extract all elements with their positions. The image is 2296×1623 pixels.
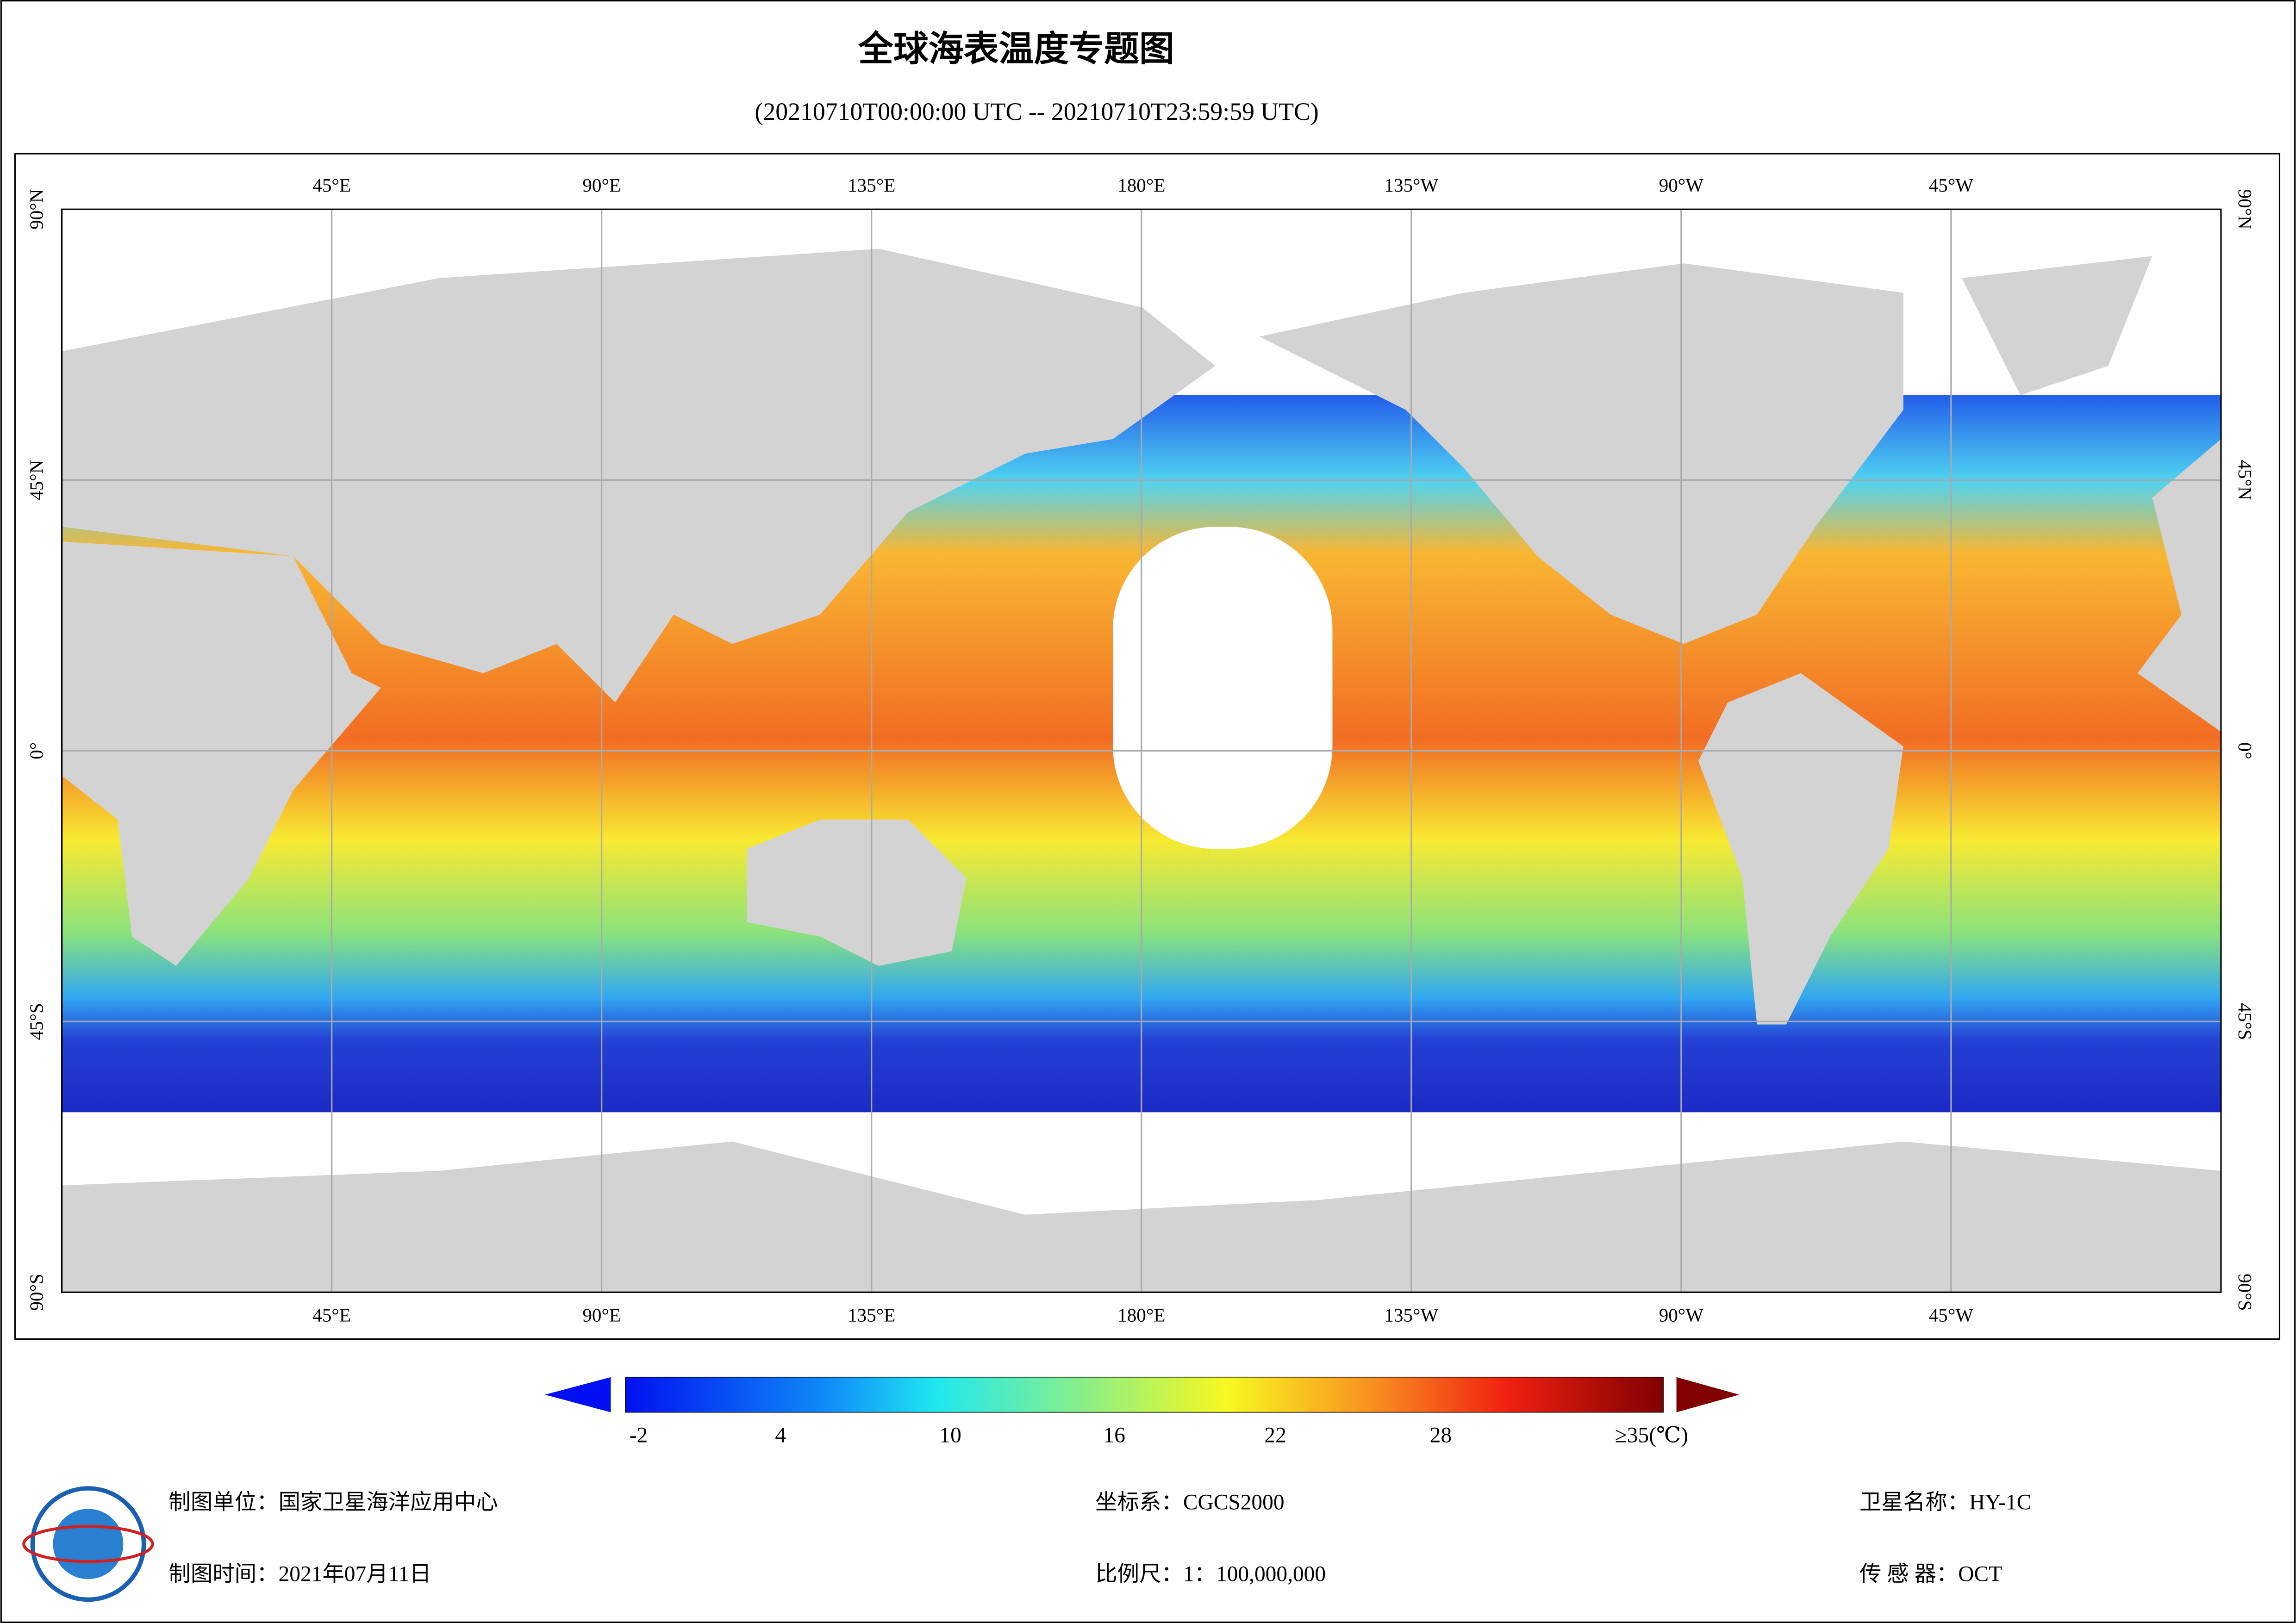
lon-label-bottom: 45°E — [312, 1305, 351, 1326]
footer-info: 卫星名称：HY-1C — [1859, 1491, 2031, 1515]
footer-info: 制图时间：2021年07月11日 — [168, 1562, 431, 1586]
west-africa — [2137, 439, 2221, 732]
colorbar-label: -2 — [630, 1423, 648, 1447]
australia — [747, 819, 967, 966]
lat-label-left: 45°N — [25, 460, 47, 500]
lon-label-bottom: 90°W — [1659, 1305, 1704, 1326]
logo-globe — [53, 1509, 124, 1579]
footer-info: 传 感 器：OCT — [1859, 1562, 2002, 1586]
map-border — [61, 208, 2222, 1293]
colorbar-low-arrow — [545, 1377, 611, 1412]
north-america — [1259, 263, 1903, 644]
colorbar-label: 10 — [939, 1423, 961, 1447]
subtitle: (20210710T00:00:00 UTC -- 20210710T23:59… — [755, 98, 1319, 125]
lat-label-left: 45°S — [25, 1003, 47, 1040]
cloud-gap — [1113, 527, 1333, 849]
lon-label-bottom: 180°E — [1117, 1305, 1165, 1326]
lat-label-right: 45°S — [2234, 1003, 2256, 1040]
lon-label-top: 90°W — [1659, 174, 1704, 196]
colorbar — [625, 1376, 1664, 1413]
lon-label-top: 45°W — [1929, 174, 1974, 196]
lat-label-left: 0° — [25, 742, 47, 759]
logo-orbit — [22, 1525, 154, 1563]
lon-label-top: 135°E — [848, 174, 895, 196]
lat-label-right: 90°S — [2234, 1274, 2256, 1311]
map-area — [62, 209, 2221, 1293]
lat-label-left: 90°S — [25, 1274, 47, 1311]
africa — [62, 541, 381, 966]
colorbar-label: 4 — [775, 1423, 786, 1447]
colorbar-label: 22 — [1264, 1423, 1286, 1447]
colorbar-label: ≥35(℃) — [1615, 1423, 1688, 1447]
lat-label-right: 45°N — [2234, 460, 2256, 500]
lon-label-top: 45°E — [312, 174, 351, 196]
lon-label-bottom: 45°W — [1929, 1305, 1974, 1326]
lon-label-bottom: 90°E — [582, 1305, 621, 1326]
map-frame — [14, 153, 2281, 1340]
footer-info: 坐标系：CGCS2000 — [1095, 1491, 1284, 1515]
footer-info: 比例尺：1：100,000,000 — [1095, 1562, 1326, 1586]
lon-label-top: 135°W — [1384, 174, 1438, 196]
footer-info: 制图单位：国家卫星海洋应用中心 — [168, 1491, 498, 1515]
lat-label-right: 0° — [2234, 742, 2256, 759]
graticule — [62, 209, 2221, 1293]
lon-label-bottom: 135°E — [848, 1305, 895, 1326]
greenland — [1962, 256, 2152, 395]
logo — [22, 1486, 154, 1602]
colorbar-high-arrow — [1676, 1377, 1740, 1412]
lon-label-bottom: 135°W — [1384, 1305, 1438, 1326]
lon-label-top: 180°E — [1117, 174, 1165, 196]
lat-label-right: 90°N — [2234, 189, 2256, 230]
colorbar-label: 28 — [1430, 1423, 1452, 1447]
colorbar-label: 16 — [1104, 1423, 1125, 1447]
eurasia — [62, 249, 1216, 703]
lat-label-left: 90°N — [25, 189, 47, 230]
south-america — [1698, 673, 1903, 1025]
lon-label-top: 90°E — [582, 174, 621, 196]
title: 全球海表温度专题图 — [858, 29, 1174, 69]
